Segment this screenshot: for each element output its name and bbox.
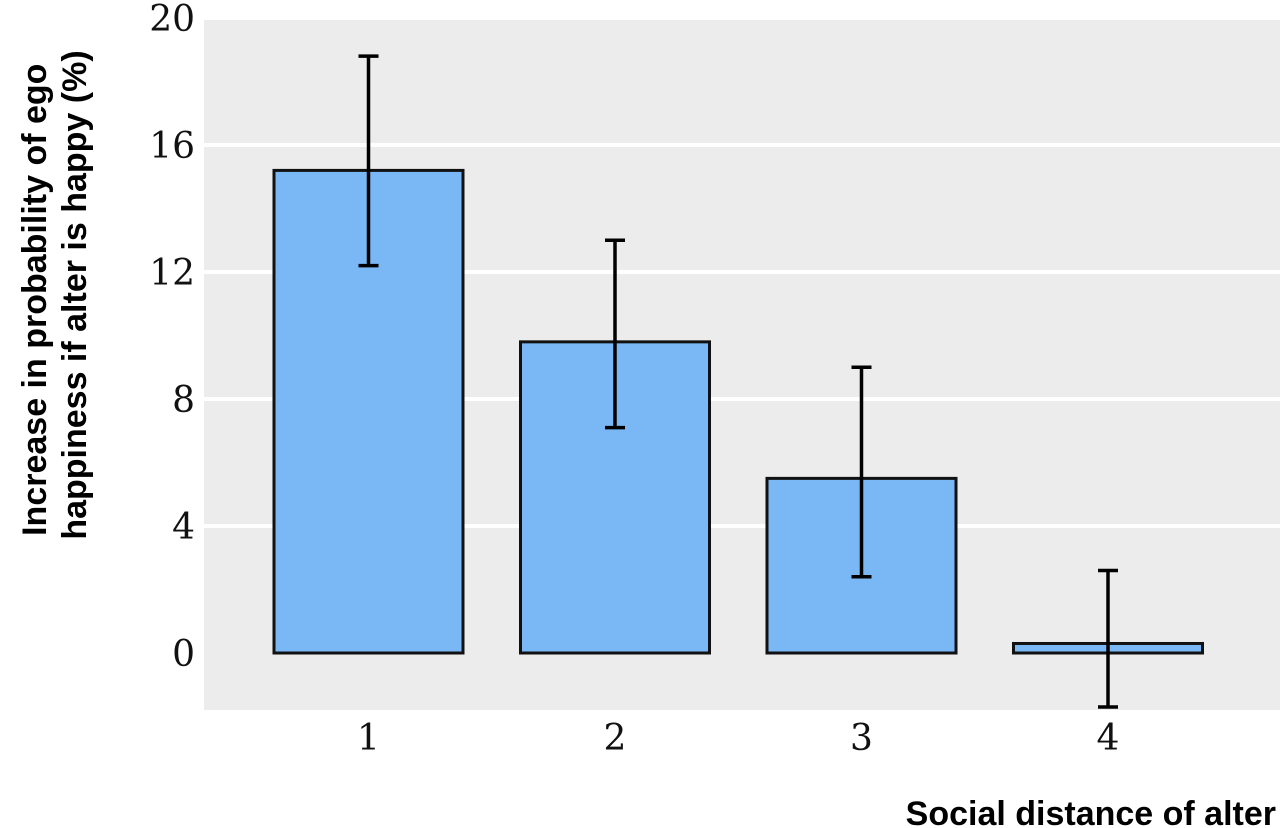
y-tick-label: 12 bbox=[149, 253, 195, 294]
y-tick-label: 4 bbox=[172, 507, 195, 548]
y-axis-title: Increase in probability of ego happiness… bbox=[16, 50, 94, 539]
y-axis-title-line-2: happiness if alter is happy (%) bbox=[56, 50, 94, 539]
y-tick-label: 20 bbox=[149, 0, 195, 40]
y-tick-labels: 0 4 8 12 16 20 bbox=[149, 0, 195, 675]
x-axis-title: Social distance of alter bbox=[906, 795, 1276, 828]
x-tick-label: 3 bbox=[850, 718, 873, 759]
x-tick-label: 4 bbox=[1097, 718, 1120, 759]
y-axis-title-line-1: Increase in probability of ego bbox=[16, 64, 54, 536]
error-bars bbox=[358, 54, 1118, 709]
x-tick-labels: 1 2 3 4 bbox=[357, 718, 1119, 759]
y-tick-label: 16 bbox=[149, 126, 195, 167]
x-tick-label: 1 bbox=[357, 718, 380, 759]
y-tick-label: 0 bbox=[172, 634, 195, 675]
x-tick-label: 2 bbox=[604, 718, 627, 759]
y-tick-label: 8 bbox=[172, 380, 195, 421]
